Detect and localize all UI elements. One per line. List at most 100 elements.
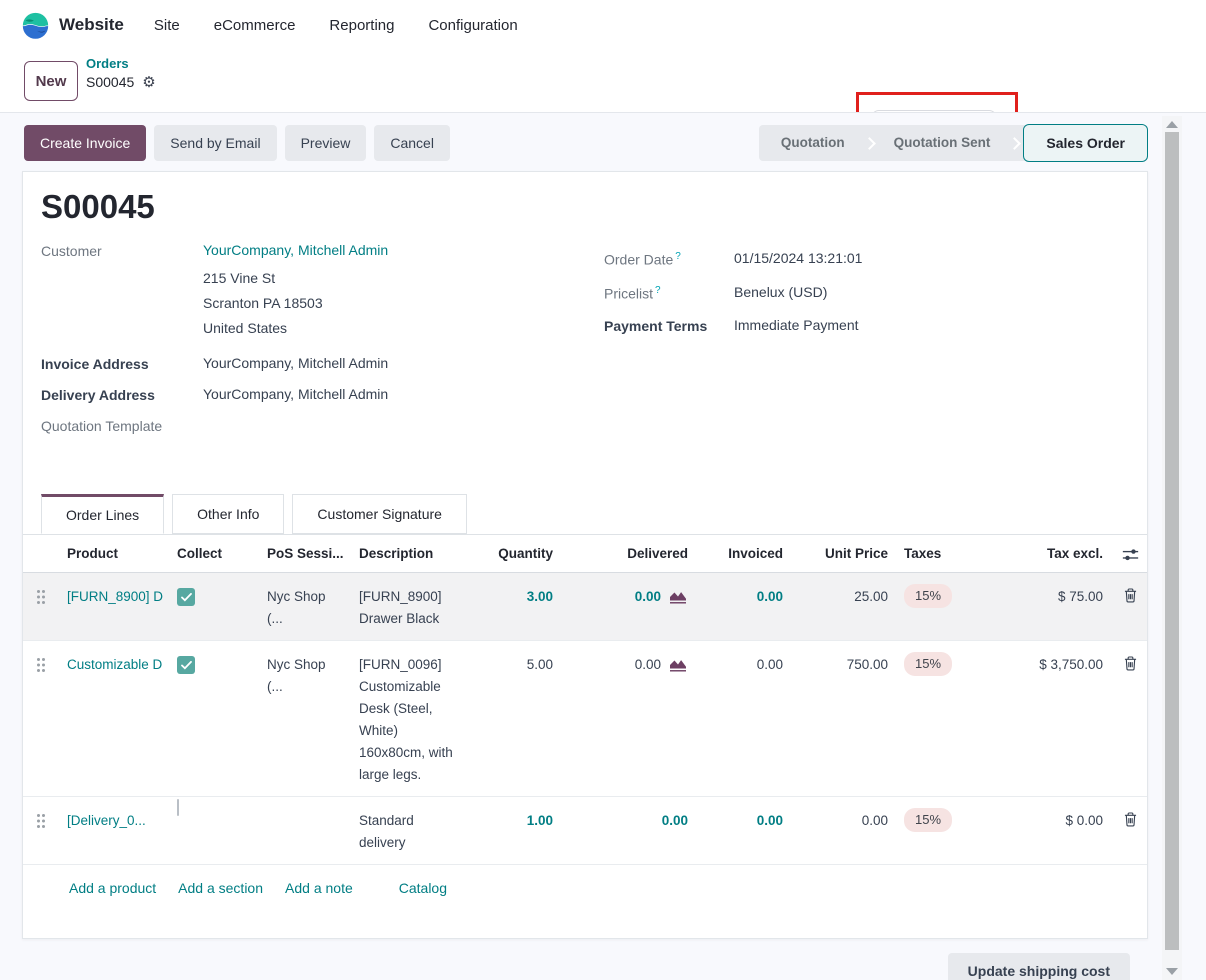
unit-price-cell[interactable]: 750.00 (846, 657, 888, 672)
invoiced-cell[interactable]: 0.00 (756, 813, 783, 828)
col-description[interactable]: Description (359, 546, 434, 561)
description-cell[interactable]: Standard delivery (359, 813, 414, 850)
breadcrumb-current: S00045 (86, 74, 135, 90)
product-cell[interactable]: Customizable D (67, 657, 163, 672)
add-a-product-link[interactable]: Add a product (69, 879, 157, 896)
delivery-address-label: Delivery Address (41, 387, 155, 403)
col-delivered[interactable]: Delivered (627, 546, 688, 561)
tab-customer-signature[interactable]: Customer Signature (292, 494, 467, 534)
customer-value-link[interactable]: YourCompany, Mitchell Admin (203, 242, 389, 258)
top-nav: Website Site eCommerce Reporting Configu… (0, 0, 1206, 50)
collect-checkbox-checked[interactable] (177, 656, 195, 674)
tab-other-info[interactable]: Other Info (172, 494, 285, 534)
delete-row-icon[interactable] (1111, 573, 1150, 640)
invoiced-cell[interactable]: 0.00 (756, 589, 783, 604)
optional-columns-icon[interactable] (1111, 535, 1150, 572)
create-invoice-button[interactable]: Create Invoice (24, 125, 147, 161)
forecast-chart-icon[interactable] (668, 657, 688, 678)
add-a-note-link[interactable]: Add a note (285, 879, 353, 896)
catalog-link[interactable]: Catalog (398, 879, 448, 896)
quantity-cell[interactable]: 1.00 (526, 813, 553, 828)
customer-label: Customer (41, 243, 102, 259)
pos-session-cell[interactable]: Nyc Shop (... (267, 657, 326, 694)
gear-icon[interactable]: ⚙ (142, 73, 156, 91)
app-name[interactable]: Website (59, 15, 124, 34)
address-street: 215 Vine St (203, 270, 276, 286)
forecast-chart-icon[interactable] (668, 589, 688, 610)
product-cell[interactable]: [Delivery_0... (67, 813, 146, 828)
taxes-cell: 15% (896, 573, 961, 640)
cancel-button[interactable]: Cancel (374, 125, 450, 161)
col-collect[interactable]: Collect (177, 546, 223, 561)
delivered-cell[interactable]: 0.00 (661, 813, 688, 828)
update-shipping-cost-button[interactable]: Update shipping cost (947, 953, 1130, 980)
breadcrumb-orders-link[interactable]: Orders (86, 56, 129, 71)
address-city: Scranton PA 18503 (203, 295, 323, 311)
product-cell[interactable]: [FURN_8900] D (67, 589, 164, 604)
scrollbar-up-arrow-icon[interactable] (1166, 121, 1178, 128)
delete-row-icon[interactable] (1111, 641, 1150, 796)
pos-session-cell[interactable]: Nyc Shop (... (267, 589, 326, 626)
payment-terms-value[interactable]: Immediate Payment (734, 317, 859, 334)
tax-tag[interactable]: 15% (904, 808, 953, 832)
form-view-area: Create Invoice Send by Email Preview Can… (0, 112, 1206, 980)
quantity-cell[interactable]: 3.00 (526, 589, 553, 604)
website-app-logo-icon[interactable] (22, 12, 49, 39)
tax-excl-cell: $ 75.00 (1057, 589, 1103, 604)
preview-button[interactable]: Preview (284, 125, 367, 161)
col-product[interactable]: Product (67, 546, 119, 561)
order-date-label: Order Date? (604, 251, 681, 268)
status-step-quotation-sent[interactable]: Quotation Sent (893, 135, 991, 150)
invoice-address-value[interactable]: YourCompany, Mitchell Admin (203, 355, 389, 371)
nav-item-reporting[interactable]: Reporting (329, 16, 395, 34)
order-sheet: S00045 Customer YourCompany, Mitchell Ad… (22, 171, 1148, 939)
drag-handle-icon[interactable] (23, 797, 59, 864)
tax-tag[interactable]: 15% (904, 652, 953, 676)
status-step-quotation[interactable]: Quotation (780, 135, 845, 150)
add-a-section-link[interactable]: Add a section (178, 879, 264, 896)
nav-item-site[interactable]: Site (153, 16, 180, 34)
tax-excl-cell: $ 3,750.00 (1039, 657, 1103, 672)
unit-price-cell[interactable]: 0.00 (861, 813, 888, 828)
col-unit-price[interactable]: Unit Price (824, 546, 888, 561)
order-date-value[interactable]: 01/15/2024 13:21:01 (734, 250, 863, 266)
breadcrumb: Orders S00045 ⚙ (86, 56, 156, 90)
vertical-scrollbar[interactable] (1162, 116, 1182, 980)
new-button[interactable]: New (24, 61, 78, 101)
delivery-address-value[interactable]: YourCompany, Mitchell Admin (203, 386, 389, 402)
nav-item-configuration[interactable]: Configuration (428, 16, 518, 34)
tax-tag[interactable]: 15% (904, 584, 953, 608)
col-tax-excl[interactable]: Tax excl. (1046, 546, 1103, 561)
quotation-template-field[interactable] (203, 417, 521, 434)
invoice-address-label: Invoice Address (41, 356, 149, 372)
col-pos-session[interactable]: PoS Sessi... (267, 546, 344, 561)
help-tooltip: ? (675, 251, 681, 262)
payment-terms-label: Payment Terms (604, 318, 708, 335)
drag-handle-icon[interactable] (23, 641, 59, 796)
description-cell[interactable]: [FURN_8900] Drawer Black (359, 589, 442, 626)
invoiced-cell[interactable]: 0.00 (756, 657, 783, 672)
scrollbar-thumb[interactable] (1165, 132, 1179, 950)
table-header-row: Product Collect PoS Sessi... Description… (23, 535, 1147, 573)
nav-item-ecommerce[interactable]: eCommerce (213, 16, 296, 34)
collect-cell (169, 797, 259, 864)
action-buttons: Create Invoice Send by Email Preview Can… (24, 125, 450, 161)
status-step-sales-order-active[interactable]: Sales Order (1023, 124, 1148, 162)
collect-checkbox-unchecked[interactable] (177, 799, 179, 816)
tab-order-lines[interactable]: Order Lines (41, 494, 165, 534)
collect-checkbox-checked[interactable] (177, 588, 195, 606)
description-cell[interactable]: [FURN_0096] Customizable Desk (Steel, Wh… (359, 657, 453, 782)
pos-session-cell[interactable] (259, 797, 351, 864)
pricelist-value[interactable]: Benelux (USD) (734, 283, 828, 300)
table-footer-links: Add a product Add a section Add a note C… (23, 865, 1147, 910)
drag-handle-icon[interactable] (23, 573, 59, 640)
col-invoiced[interactable]: Invoiced (728, 546, 783, 561)
quantity-cell[interactable]: 5.00 (526, 657, 553, 672)
scrollbar-down-arrow-icon[interactable] (1166, 968, 1178, 975)
delete-row-icon[interactable] (1111, 797, 1150, 864)
unit-price-cell[interactable]: 25.00 (854, 589, 888, 604)
col-taxes[interactable]: Taxes (904, 546, 942, 561)
send-by-email-button[interactable]: Send by Email (154, 125, 277, 161)
table-row: [Delivery_0... Standard delivery 1.00 0.… (23, 797, 1147, 865)
col-quantity[interactable]: Quantity (498, 546, 553, 561)
